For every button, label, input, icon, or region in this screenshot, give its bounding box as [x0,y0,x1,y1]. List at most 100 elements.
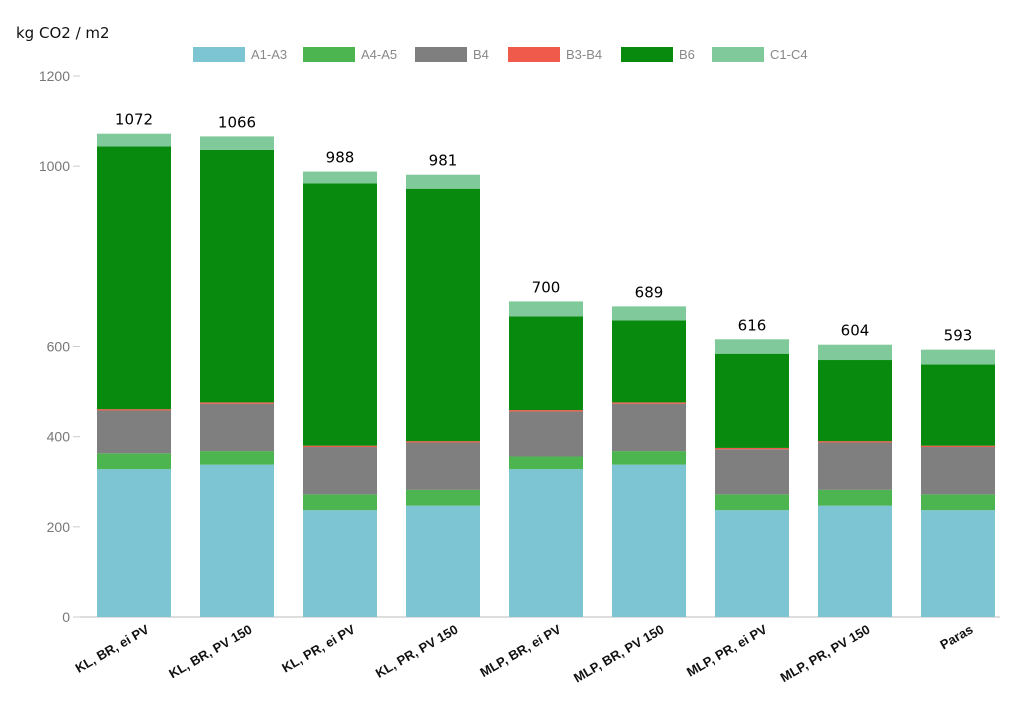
bar-segment-a4-a5 [612,451,686,465]
bar-segment-b3-b4 [921,445,995,448]
legend-item: A1-A3 [193,47,287,62]
x-category-label: MLP, PR, PV 150 [778,622,873,685]
legend: A1-A3 A4-A5 B4 B3-B4 B6 C1-C4 [193,47,808,62]
bar-segment-a1-a3 [715,510,789,617]
legend-swatch [193,47,245,62]
y-tick-label: 600 [47,339,71,355]
bar-segment-b3-b4 [97,409,171,411]
bar-segment-b4 [406,442,480,490]
bar-segment-b6 [97,146,171,410]
bar-segment-c1-c4 [818,344,892,361]
bar-segment-a1-a3 [612,464,686,617]
bar-segment-a1-a3 [97,469,171,617]
legend-label: B3-B4 [566,47,602,62]
legend-item: A4-A5 [303,47,397,62]
y-tick-label: 1000 [39,158,70,174]
bar-segment-a4-a5 [303,494,377,511]
bar-segment-a4-a5 [818,489,892,506]
bar-segment-b6 [818,360,892,442]
bar-segment-b6 [406,188,480,442]
legend-label: A4-A5 [361,47,397,62]
bar-segment-b6 [303,183,377,446]
x-category-label: MLP, PR, ei PV [684,621,770,679]
legend-swatch [621,47,673,62]
bar-segment-b4 [921,447,995,495]
bar-segment-b3-b4 [406,441,480,443]
legend-item: B4 [415,47,489,62]
bar-total-label: 604 [841,322,870,340]
bar-total-label: 593 [944,327,973,345]
bar-segment-c1-c4 [303,171,377,184]
bar-segment-c1-c4 [715,339,789,354]
y-axis-label: kg CO2 / m2 [16,24,110,42]
legend-item: C1-C4 [712,47,808,62]
bar-segment-b4 [200,403,274,452]
x-category-label: MLP, BR, PV 150 [571,622,667,686]
bar-segment-c1-c4 [200,136,274,150]
x-category-label: KL, PR, ei PV [279,621,357,675]
y-tick-label: 200 [47,519,71,535]
bar-total-label: 700 [532,278,561,296]
bar-segment-a1-a3 [509,469,583,617]
legend-label: B6 [679,47,695,62]
bar-segment-a1-a3 [921,510,995,617]
x-category-label: MLP, BR, ei PV [477,621,563,680]
bar-segment-c1-c4 [406,174,480,189]
legend-swatch [508,47,560,62]
bar-segment-a4-a5 [200,451,274,465]
bar-segment-b4 [97,410,171,454]
bar-segment-a4-a5 [715,494,789,511]
y-axis-ticks: 0 200 400 600 1000 1200 [39,68,80,625]
y-tick-label: 0 [62,609,70,625]
y-tick-label: 1200 [39,68,70,84]
bar-segment-b4 [612,403,686,452]
legend-item: B3-B4 [508,47,602,62]
bar-segment-b4 [715,449,789,495]
x-category-label: KL, BR, ei PV [73,621,152,675]
bar-segment-a1-a3 [200,464,274,617]
legend-label: C1-C4 [770,47,808,62]
bar-segment-c1-c4 [509,301,583,317]
bar-segment-b6 [612,320,686,403]
x-category-label: KL, BR, PV 150 [166,622,254,682]
bar-segment-a4-a5 [921,494,995,511]
x-category-label: KL, PR, PV 150 [373,622,461,681]
bar-total-label: 616 [738,316,767,334]
legend-item: B6 [621,47,695,62]
bar-segment-b3-b4 [303,445,377,448]
bar-segment-a4-a5 [97,453,171,470]
bar-segment-a1-a3 [818,505,892,617]
bar-segment-b3-b4 [509,410,583,412]
bars [97,133,995,617]
x-axis-categories: KL, BR, ei PV KL, BR, PV 150 KL, PR, ei PV… [73,621,976,685]
bar-segment-b3-b4 [200,402,274,404]
bar-segment-b4 [509,411,583,457]
bar-segment-a4-a5 [406,489,480,506]
bar-segment-c1-c4 [612,306,686,321]
bar-segment-b4 [818,442,892,490]
bar-totals: 1072 1066 988 981 700 689 616 604 593 [115,111,972,345]
bar-total-label: 689 [635,283,664,301]
bar-total-label: 988 [326,149,355,167]
bar-segment-c1-c4 [921,349,995,365]
bar-segment-b6 [921,364,995,446]
bar-segment-b6 [715,353,789,448]
bar-segment-c1-c4 [97,133,171,147]
bar-segment-b3-b4 [818,441,892,443]
bar-total-label: 981 [429,152,458,170]
bar-segment-b6 [509,316,583,411]
bar-segment-a4-a5 [509,456,583,470]
x-category-label: Paras [937,622,975,653]
bar-segment-a1-a3 [303,510,377,617]
legend-swatch [415,47,467,62]
legend-swatch [303,47,355,62]
bar-segment-b4 [303,447,377,495]
legend-swatch [712,47,764,62]
bar-segment-b3-b4 [715,447,789,450]
legend-label: B4 [473,47,489,62]
bar-segment-b6 [200,149,274,403]
bar-segment-a1-a3 [406,505,480,617]
y-tick-label: 400 [47,429,71,445]
bar-total-label: 1072 [115,111,153,129]
